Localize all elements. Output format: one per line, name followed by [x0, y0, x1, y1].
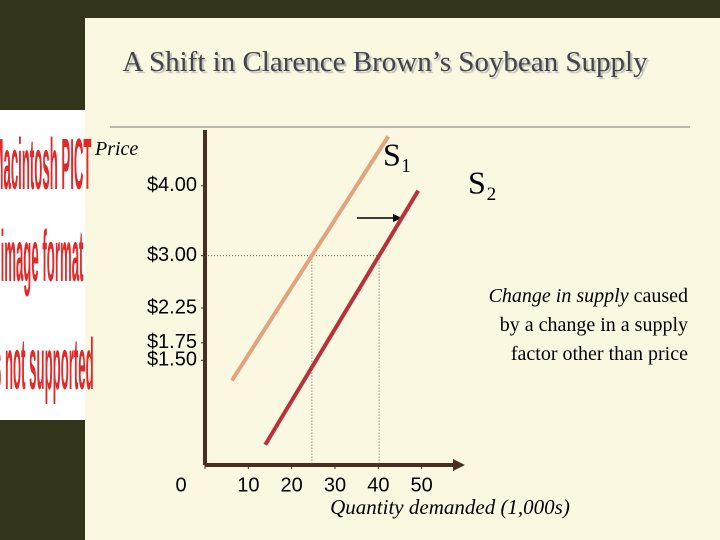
y-tick-label: $1.50 — [147, 349, 197, 371]
background — [85, 18, 720, 540]
supply-line — [230, 135, 390, 382]
y-tick-label: $4.00 — [147, 174, 197, 196]
series-label: S₂ — [468, 164, 497, 200]
pict-box — [0, 110, 85, 420]
x-axis-label: Quantity demanded (1,000s) — [330, 495, 570, 519]
y-tick-label: $2.25 — [147, 296, 197, 318]
annotation: by a change in a supply — [500, 314, 688, 336]
x-tick-label: 40 — [367, 474, 389, 496]
x-axis-arrow — [453, 459, 465, 471]
x-tick-label: 10 — [237, 474, 259, 496]
pict-text: is not supported — [0, 324, 94, 405]
y-axis-label: Price — [94, 138, 138, 160]
x-tick-label: 30 — [324, 474, 346, 496]
supply-line — [263, 189, 420, 446]
annotation-part: caused — [629, 285, 688, 307]
x-tick-label: 0 — [175, 474, 186, 496]
x-tick-label: 20 — [281, 474, 303, 496]
y-tick-label: $1.75 — [147, 331, 197, 353]
chart-title: A Shift in Clarence Brown’s Soybean Supp… — [122, 46, 648, 78]
annotation: Change in supply caused — [489, 285, 688, 307]
x-tick-label: 50 — [411, 474, 433, 496]
pict-text: Macintosh PICT — [0, 124, 92, 205]
annotation-part: factor other than price — [511, 343, 688, 365]
pict-text: image format — [1, 216, 84, 297]
annotation-part: by a change in a supply — [500, 314, 688, 336]
shift-arrow-head — [393, 214, 402, 222]
y-tick-label: $3.00 — [147, 244, 197, 266]
annotation: factor other than price — [511, 343, 688, 365]
series-label: S₁ — [383, 136, 412, 172]
annotation-part: Change in supply — [489, 285, 629, 307]
